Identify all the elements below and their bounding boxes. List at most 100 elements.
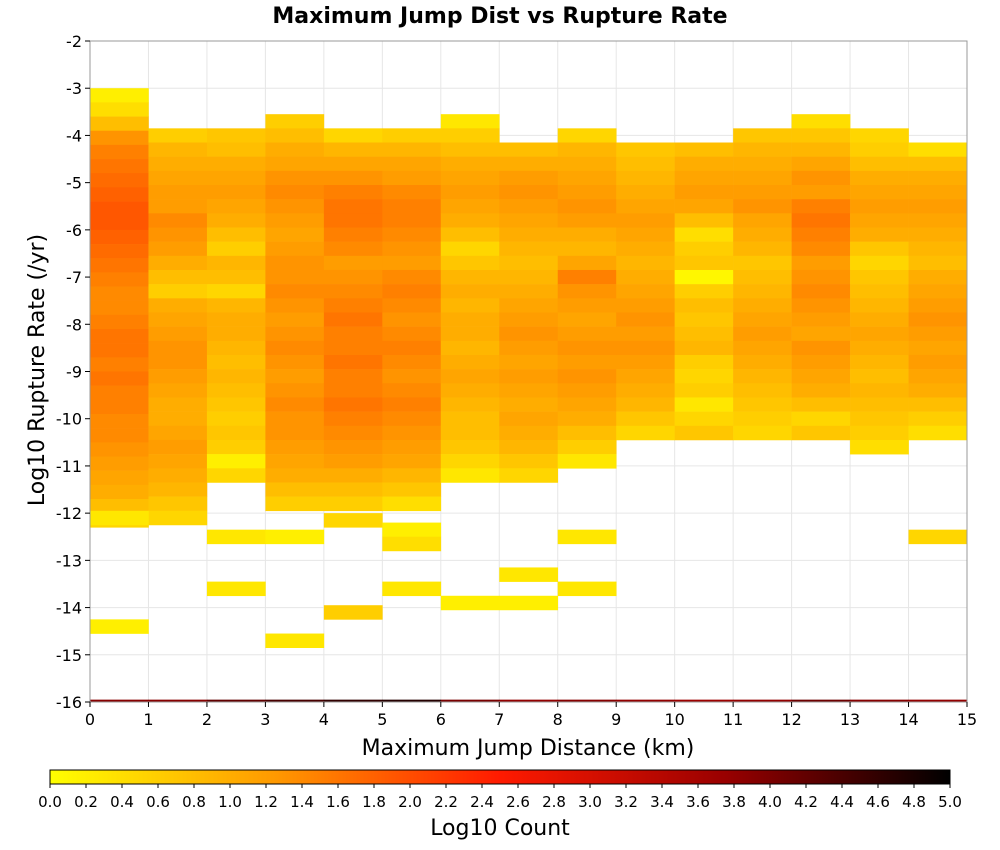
heatmap-cell <box>733 354 792 370</box>
heatmap-cells <box>90 88 968 702</box>
heatmap-cell <box>148 284 208 299</box>
heatmap-cell <box>90 258 149 273</box>
heatmap-cell-bottom <box>499 699 559 702</box>
heatmap-cell <box>557 326 617 342</box>
heatmap-cell <box>791 298 851 313</box>
heatmap-cell <box>850 326 909 342</box>
heatmap-cell <box>557 227 617 242</box>
heatmap-cell <box>674 156 734 172</box>
heatmap-cell <box>850 425 909 441</box>
colorbar-tick-label: 2.0 <box>398 793 422 811</box>
heatmap-cell <box>382 312 442 327</box>
heatmap-cell <box>148 468 208 483</box>
heatmap-cell <box>440 199 500 214</box>
heatmap-cell <box>850 185 909 200</box>
colorbar-tick-label: 1.2 <box>254 793 278 811</box>
heatmap-cell <box>440 340 500 356</box>
heatmap-cell <box>499 340 559 356</box>
x-tick-label: 15 <box>957 710 977 729</box>
heatmap-cell <box>265 269 325 285</box>
heatmap-cell <box>850 411 909 427</box>
heatmap-cell <box>382 369 442 384</box>
heatmap-cell <box>499 241 559 257</box>
heatmap-cell <box>440 312 500 327</box>
heatmap-cell <box>908 284 968 299</box>
heatmap-cell <box>382 522 442 538</box>
heatmap-cell <box>791 156 851 172</box>
heatmap-cell <box>265 326 325 342</box>
heatmap-cell <box>674 397 734 412</box>
heatmap-cell <box>616 227 675 242</box>
x-tick-label: 4 <box>319 710 329 729</box>
heatmap-cell <box>557 369 617 384</box>
heatmap-cell <box>908 255 968 271</box>
heatmap-cell <box>382 128 442 143</box>
heatmap-cell <box>850 383 909 398</box>
heatmap-cell <box>90 413 149 429</box>
x-tick-label: 1 <box>143 710 153 729</box>
heatmap-cell <box>265 241 325 257</box>
heatmap-cell <box>557 425 617 441</box>
colorbar-tick-label: 0.4 <box>110 793 134 811</box>
heatmap-cell <box>148 170 208 186</box>
heatmap-cell <box>90 399 149 415</box>
heatmap-cell <box>557 312 617 327</box>
heatmap-cell <box>206 298 266 313</box>
heatmap-cell <box>557 581 617 597</box>
heatmap-cell <box>850 128 909 143</box>
heatmap-cell <box>616 142 675 157</box>
heatmap-cell <box>206 354 266 370</box>
heatmap-cell <box>382 156 442 172</box>
heatmap-cell <box>908 369 968 384</box>
heatmap-cell <box>850 312 909 327</box>
colorbar-tick-label: 3.4 <box>650 793 674 811</box>
heatmap-cell <box>791 128 851 143</box>
heatmap-cell <box>206 312 266 327</box>
colorbar-tick-label: 5.0 <box>938 793 962 811</box>
heatmap-cell <box>791 255 851 271</box>
heatmap-cell <box>206 199 266 214</box>
heatmap-cell <box>733 170 792 186</box>
heatmap-cell <box>90 244 149 259</box>
heatmap-cell <box>733 397 792 412</box>
heatmap-cell <box>616 354 675 370</box>
heatmap-cell <box>850 241 909 257</box>
heatmap-cell-bottom <box>265 699 325 702</box>
heatmap-cell <box>440 369 500 384</box>
heatmap-cell <box>382 482 442 497</box>
heatmap-cell <box>323 468 383 483</box>
heatmap-cell <box>90 470 149 486</box>
heatmap-cell <box>148 326 208 342</box>
heatmap-cell <box>440 255 500 271</box>
heatmap-cell <box>616 185 675 200</box>
heatmap-cell <box>616 298 675 313</box>
heatmap-cell <box>557 298 617 313</box>
heatmap-cell <box>323 170 383 186</box>
heatmap-cell <box>206 128 266 143</box>
heatmap-cell <box>908 425 968 441</box>
heatmap-cell <box>850 369 909 384</box>
colorbar <box>49 769 951 785</box>
x-tick-label: 7 <box>494 710 504 729</box>
x-tick-label: 13 <box>840 710 860 729</box>
heatmap-cell <box>850 227 909 242</box>
heatmap-cell <box>908 227 968 242</box>
heatmap-cell <box>557 529 617 545</box>
y-tick-label: -5 <box>66 174 82 193</box>
x-tick-label: 2 <box>202 710 212 729</box>
heatmap-cell <box>323 199 383 214</box>
heatmap-cell <box>265 439 325 455</box>
heatmap-cell <box>440 454 500 469</box>
heatmap-cell <box>323 354 383 370</box>
heatmap-cell <box>382 454 442 469</box>
heatmap-cell <box>791 241 851 257</box>
heatmap-cell <box>323 185 383 200</box>
heatmap-cell <box>674 354 734 370</box>
heatmap-cell <box>499 369 559 384</box>
heatmap-cell <box>616 241 675 257</box>
heatmap-cell <box>791 397 851 412</box>
heatmap-cell <box>674 284 734 299</box>
heatmap-cell <box>90 286 149 301</box>
heatmap-cell <box>382 284 442 299</box>
heatmap-cell <box>674 255 734 271</box>
